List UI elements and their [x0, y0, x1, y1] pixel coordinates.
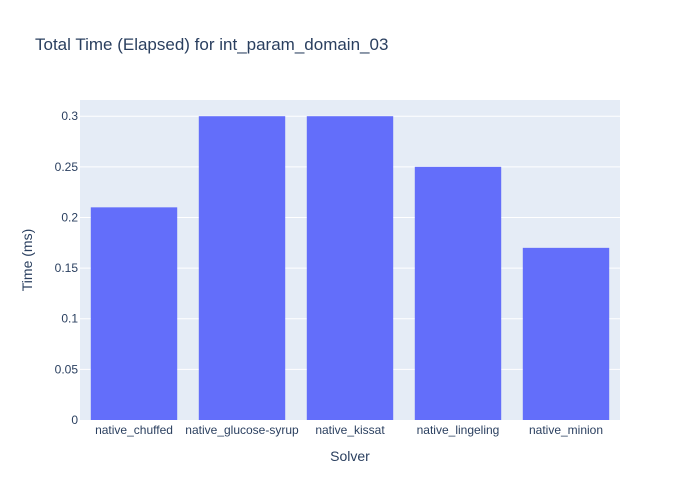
y-axis-title: Time (ms): [19, 229, 35, 291]
bar-native_kissat[interactable]: [306, 116, 394, 421]
bars: [90, 116, 610, 421]
bar-native_glucose-syrup[interactable]: [198, 116, 286, 421]
y-tick-label: 0: [71, 413, 78, 427]
y-tick-label: 0.25: [55, 160, 79, 174]
bar-native_minion[interactable]: [522, 247, 610, 420]
x-tick-label: native_kissat: [315, 423, 385, 437]
y-tick-labels: 0 0.05 0.1 0.15 0.2 0.25 0.3: [55, 109, 79, 427]
x-tick-label: native_lingeling: [417, 423, 500, 437]
bar-native_lingeling[interactable]: [414, 166, 502, 420]
y-tick-label: 0.2: [61, 210, 78, 224]
chart-title: Total Time (Elapsed) for int_param_domai…: [35, 35, 388, 54]
x-tick-label: native_chuffed: [95, 423, 173, 437]
y-tick-label: 0.1: [61, 312, 78, 326]
y-tick-label: 0.15: [55, 261, 79, 275]
y-tick-label: 0.3: [61, 109, 78, 123]
y-tick-label: 0.05: [55, 362, 79, 376]
bar-native_chuffed[interactable]: [90, 207, 178, 420]
x-tick-labels: native_chuffed native_glucose-syrup native…: [95, 423, 603, 437]
x-tick-label: native_minion: [529, 423, 603, 437]
x-tick-label: native_glucose-syrup: [185, 423, 299, 437]
x-axis-title: Solver: [330, 448, 370, 464]
